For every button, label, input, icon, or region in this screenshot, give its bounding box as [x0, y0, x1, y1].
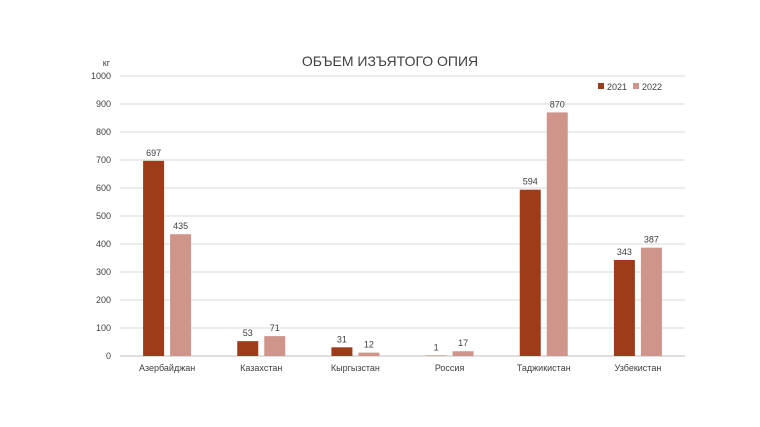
legend: 2021 2022 [598, 82, 662, 92]
bar-2021 [331, 347, 353, 356]
grid-lines [120, 75, 685, 357]
bar-2022 [264, 336, 286, 356]
y-tick-label: 500 [96, 211, 111, 221]
category-label: Казахстан [240, 363, 282, 373]
data-label: 343 [617, 247, 632, 257]
category-label: Кыргызстан [331, 363, 380, 373]
data-label: 17 [458, 338, 468, 348]
category-label: Узбекистан [615, 363, 662, 373]
category-label: Таджикистан [517, 363, 571, 373]
data-label: 435 [173, 221, 188, 231]
bar-2022 [640, 247, 662, 356]
category-label: Азербайджан [139, 363, 195, 373]
bar-2022 [358, 352, 380, 356]
legend-swatch [598, 83, 604, 89]
bar-2021 [519, 189, 541, 356]
bar-2022 [452, 351, 474, 356]
y-tick-label: 0 [106, 351, 111, 361]
legend-label: 2022 [642, 82, 662, 92]
data-label: 870 [550, 99, 565, 109]
bars [143, 112, 662, 357]
data-label: 594 [523, 177, 538, 187]
y-axis-label: кг [103, 58, 111, 68]
y-tick-label: 1000 [91, 71, 111, 81]
y-tick-label: 800 [96, 127, 111, 137]
bar-2021 [613, 259, 635, 356]
y-tick-label: 200 [96, 295, 111, 305]
data-label: 71 [270, 323, 280, 333]
data-label: 387 [644, 235, 659, 245]
bar-2021 [237, 341, 259, 356]
chart-title: ОБЪЕМ ИЗЪЯТОГО ОПИЯ [302, 53, 478, 69]
y-tick-label: 700 [96, 155, 111, 165]
data-label: 53 [243, 328, 253, 338]
y-tick-label: 900 [96, 99, 111, 109]
category-label: Россия [435, 363, 465, 373]
data-labels: 697 435 53 71 31 12 1 17 594 870 343 387 [146, 99, 659, 352]
data-label: 12 [364, 340, 374, 350]
y-tick-label: 400 [96, 239, 111, 249]
y-tick-label: 600 [96, 183, 111, 193]
data-label: 697 [146, 148, 161, 158]
bar-2021 [143, 160, 165, 356]
data-label: 1 [434, 343, 439, 353]
legend-swatch [633, 83, 639, 89]
legend-label: 2021 [607, 82, 627, 92]
y-tick-label: 100 [96, 323, 111, 333]
category-labels: Азербайджан Казахстан Кыргызстан Россия Тадж… [139, 363, 661, 373]
y-tick-label: 300 [96, 267, 111, 277]
bar-2022 [170, 234, 192, 356]
bar-2022 [546, 112, 568, 357]
y-tick-labels: 0 100 200 300 400 500 600 700 800 900 1000 [91, 71, 111, 361]
data-label: 31 [337, 334, 347, 344]
